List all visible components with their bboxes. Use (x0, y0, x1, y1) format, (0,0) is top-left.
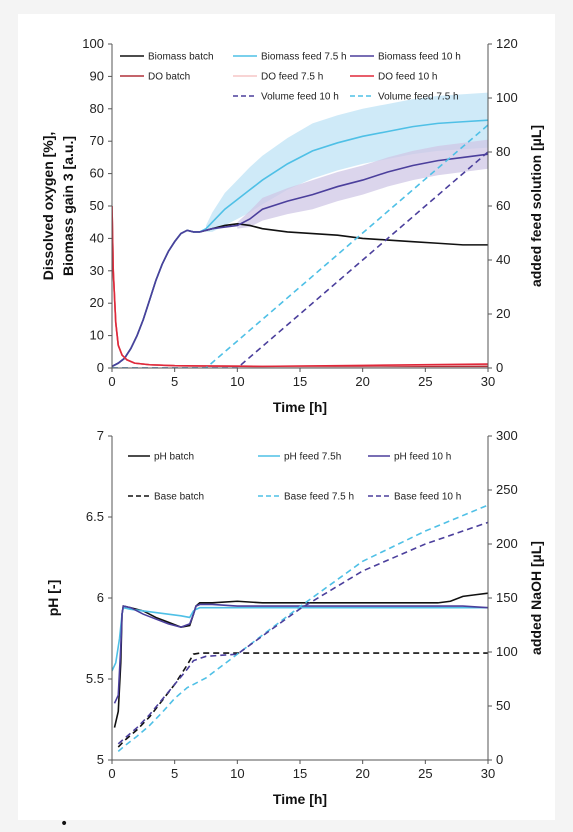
y-tick-label: 50 (90, 198, 104, 213)
series-line-ph-feed-7-5h (112, 606, 488, 672)
y-tick-label: 40 (90, 230, 104, 245)
y2-tick-label: 0 (496, 752, 503, 767)
chart-ph-naoh: 0 5 10 15 20 25 3055.566.57050100150200250300T… (45, 428, 544, 807)
x-tick-label: 20 (355, 374, 369, 389)
y2-tick-label: 20 (496, 306, 510, 321)
series-line-do-feed-7-5-h (112, 205, 488, 368)
legend-label: pH feed 7.5h (284, 452, 341, 463)
y-tick-label: 30 (90, 263, 104, 278)
x-tick-label: 0 (108, 766, 115, 781)
legend-label: Volume feed 7.5 h (378, 92, 459, 103)
y2-tick-label: 100 (496, 90, 518, 105)
series-line-do-batch (112, 205, 488, 368)
x-tick-label: 15 (293, 374, 307, 389)
y2-tick-label: 120 (496, 36, 518, 51)
x-tick-label: 10 (230, 374, 244, 389)
legend-label: pH batch (154, 452, 194, 463)
x-tick-label: 15 (293, 766, 307, 781)
y-tick-label: 100 (82, 36, 104, 51)
list-bullet: • (60, 816, 69, 832)
series-line-biomass-batch (112, 223, 488, 368)
series-line-ph-batch (113, 592, 488, 728)
y2-tick-label: 60 (496, 198, 510, 213)
series-line-base-batch (117, 652, 488, 748)
legend-label: DO batch (148, 72, 190, 83)
y-tick-label: 5 (97, 752, 104, 767)
error-band-biomass-feed-10-h (237, 139, 488, 229)
x-tick-label: 20 (355, 766, 369, 781)
x-tick-label: 5 (171, 766, 178, 781)
y-axis-title: pH [-] (45, 580, 61, 617)
y2-tick-label: 40 (496, 252, 510, 267)
y2-axis-title: added feed solution [µL] (528, 125, 544, 287)
legend-label: Base feed 7.5 h (284, 492, 354, 503)
series-line-do-feed-10-h (112, 205, 488, 368)
y-tick-label: 10 (90, 328, 104, 343)
series-line-volume-feed-7-5-h (112, 124, 488, 368)
y2-tick-label: 50 (496, 698, 510, 713)
y-tick-label: 90 (90, 68, 104, 83)
legend-label: DO feed 7.5 h (261, 72, 323, 83)
y2-tick-label: 300 (496, 428, 518, 443)
error-band-biomass-feed-7-5-h (206, 92, 488, 232)
y-tick-label: 20 (90, 295, 104, 310)
x-tick-label: 0 (108, 374, 115, 389)
x-tick-label: 30 (481, 766, 495, 781)
x-axis-title: Time [h] (273, 399, 327, 415)
y2-tick-label: 100 (496, 644, 518, 659)
legend-label: Biomass batch (148, 52, 214, 63)
x-tick-label: 25 (418, 374, 432, 389)
series-line-biomass-feed-10-h (112, 153, 488, 368)
series-line-ph-feed-10-h (113, 603, 488, 704)
x-axis-title: Time [h] (273, 791, 327, 807)
legend-label: Base batch (154, 492, 204, 503)
series-line-volume-feed-10-h (112, 151, 488, 368)
legend-label: Volume feed 10 h (261, 92, 339, 103)
legend-label: Biomass feed 10 h (378, 52, 461, 63)
y-tick-label: 70 (90, 133, 104, 148)
x-tick-label: 30 (481, 374, 495, 389)
y2-tick-label: 80 (496, 144, 510, 159)
y-tick-label: 6 (97, 590, 104, 605)
series-line-base-feed-10-h (117, 521, 488, 745)
y-axis-title: Biomass gain 3 [a.u.] (60, 136, 76, 276)
x-tick-label: 5 (171, 374, 178, 389)
chart-biomass-do: 0 5 10 15 20 25 300102030405060708090100020406… (40, 36, 544, 415)
x-tick-label: 10 (230, 766, 244, 781)
y-axis-title: Dissolved oxygen [%], (40, 132, 56, 281)
y-tick-label: 6.5 (86, 509, 104, 524)
y2-tick-label: 250 (496, 482, 518, 497)
legend-label: pH feed 10 h (394, 452, 451, 463)
legend-label: Base feed 10 h (394, 492, 461, 503)
y2-tick-label: 0 (496, 360, 503, 375)
y-tick-label: 80 (90, 101, 104, 116)
y-tick-label: 0 (97, 360, 104, 375)
x-tick-label: 25 (418, 766, 432, 781)
y2-tick-label: 150 (496, 590, 518, 605)
y2-axis-title: added NaOH [µL] (528, 541, 544, 655)
y-tick-label: 7 (97, 428, 104, 443)
y-tick-label: 60 (90, 166, 104, 181)
y-tick-label: 5.5 (86, 671, 104, 686)
y2-tick-label: 200 (496, 536, 518, 551)
legend-label: DO feed 10 h (378, 72, 437, 83)
legend-label: Biomass feed 7.5 h (261, 52, 347, 63)
